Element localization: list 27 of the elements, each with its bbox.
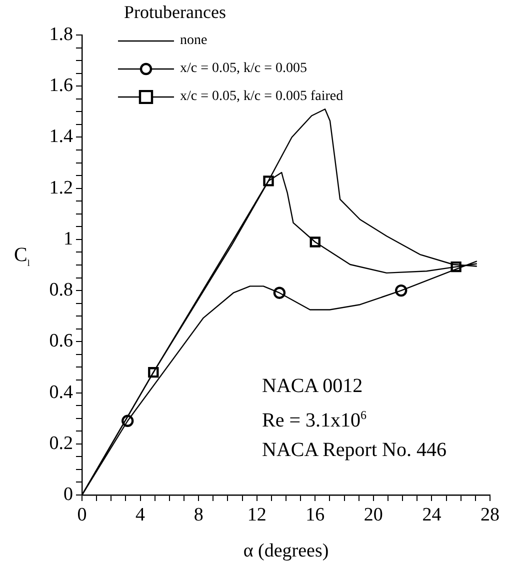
annotation: Re = 3.1x10$^{6}$ (262, 407, 368, 434)
x-tick-label: 8 (194, 504, 204, 526)
annotation: NACA Report No. 446 (262, 438, 446, 463)
y-tick-label: 1.6 (49, 75, 73, 96)
x-tick-label: 28 (480, 504, 500, 526)
legend-label: none (180, 33, 208, 49)
x-tick-label: 16 (306, 504, 325, 526)
y-tick-label: 0 (64, 484, 73, 505)
y-tick-label: 1.4 (49, 126, 74, 148)
y-tick-label: 0.8 (49, 280, 73, 301)
y-tick-label: 0.4 (49, 382, 74, 403)
y-tick-label: 1 (64, 228, 73, 250)
y-tick-label: 0.2 (49, 432, 73, 454)
y-tick-label: 1.8 (49, 24, 73, 45)
y-axis-title: C$_{l}$ (14, 244, 30, 268)
x-tick-label: 24 (422, 504, 442, 526)
y-tick-label: 1.2 (49, 177, 73, 198)
x-tick-label: 0 (77, 504, 87, 526)
legend-label: x/c = 0.05, k/c = 0.005 (180, 61, 307, 77)
x-axis-title: α (degrees) (243, 540, 329, 562)
x-tick-label: 4 (136, 504, 146, 526)
y-tick-label: 0.6 (49, 330, 73, 352)
annotation: NACA 0012 (262, 374, 364, 399)
x-tick-label: 12 (247, 504, 266, 526)
legend-label: x/c = 0.05, k/c = 0.005 faired (180, 89, 344, 105)
legend-title: Protuberances (124, 2, 227, 23)
x-tick-label: 20 (364, 504, 383, 526)
